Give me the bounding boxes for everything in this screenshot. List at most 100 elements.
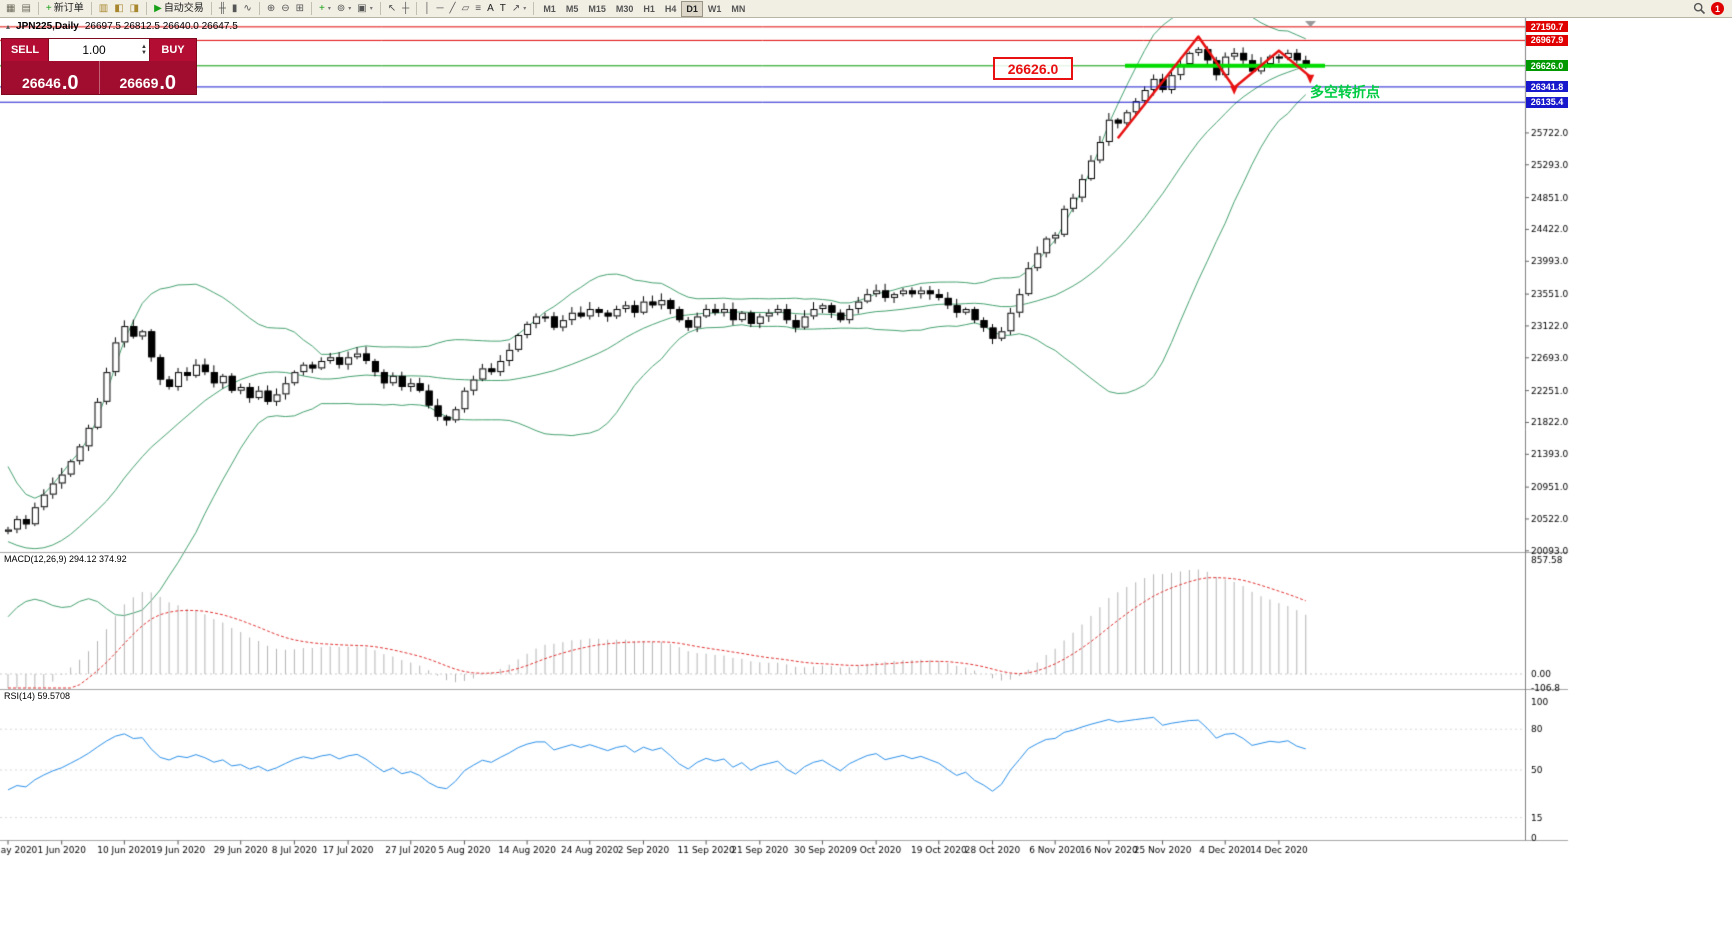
one-click-controls: SELL ▲ ▼ BUY — [2, 39, 196, 61]
chart-ohlc-values: 26697.5 26812.5 26640.0 26647.5 — [84, 21, 238, 32]
new-order-button[interactable]: + 新订单 — [43, 1, 87, 16]
toolbar-right-cluster: 1 — [1693, 2, 1729, 15]
timeframe-m5-label: M5 — [565, 3, 579, 14]
periods-icon-caret: ▾ — [348, 6, 352, 12]
sell-price[interactable]: 26646.0 — [2, 61, 99, 94]
timeframe-m5[interactable]: M5 — [561, 1, 584, 17]
timeframe-h1-label: H1 — [643, 3, 655, 14]
chart-profiles-icon[interactable]: ▤ — [18, 1, 33, 16]
toolbar: ▦ ▤ + 新订单 ▥ ◧ ◨ ▶ 自动交易 ╫ ▮ ∿ ⊕ ⊖ ⊞ + ▾ ⊚ ▾ ▣ ▾ ↖ ┼ │ ─ ╱ ▱ ≡ A T ↗ ▾ M1 M… — [0, 0, 1732, 18]
tile-windows-icon-glyph: ⊞ — [295, 3, 304, 14]
toolbar-separator — [533, 2, 535, 15]
text-icon[interactable]: A — [484, 1, 497, 16]
zoom-out-icon-glyph: ⊖ — [281, 3, 290, 14]
timeframe-d1-label: D1 — [686, 3, 698, 14]
toolbar-groups: ▦ ▤ + 新订单 ▥ ◧ ◨ ▶ 自动交易 ╫ ▮ ∿ ⊕ ⊖ ⊞ + ▾ ⊚ ▾ ▣ ▾ ↖ ┼ │ ─ ╱ ▱ ≡ A T ↗ ▾ M1 M… — [3, 0, 750, 17]
timeframe-m15-label: M15 — [588, 3, 606, 14]
toolbar-separator — [416, 2, 418, 15]
timeframe-m1[interactable]: M1 — [538, 1, 561, 17]
periods-icon[interactable]: ⊚ ▾ — [334, 1, 354, 16]
tile-windows-icon[interactable]: ⊞ — [293, 1, 307, 16]
toolbar-separator — [90, 2, 92, 15]
volume-increase-button[interactable]: ▲ — [141, 44, 147, 50]
notification-badge[interactable]: 1 — [1711, 2, 1724, 15]
autotrading-button[interactable]: ▶ 自动交易 — [151, 1, 207, 16]
new-order-button-label: 新订单 — [53, 3, 84, 14]
vertical-line-icon-glyph: │ — [424, 3, 431, 14]
macd-indicator-label: MACD(12,26,9) 294.12 374.92 — [4, 554, 127, 564]
one-click-trading-panel: SELL ▲ ▼ BUY 26646.0 26669.0 — [1, 38, 197, 95]
bar-chart-icon-glyph: ╫ — [218, 3, 226, 14]
channel-icon-glyph: ▱ — [461, 3, 470, 14]
price-tag: 26626.0 — [1526, 60, 1568, 72]
timeframe-h4[interactable]: H4 — [660, 1, 682, 17]
market-watch-icon-glyph: ▥ — [98, 3, 109, 14]
indicators-icon-glyph: + — [318, 3, 325, 14]
horizontal-line-icon[interactable]: ─ — [433, 1, 446, 16]
templates-icon-caret: ▾ — [369, 6, 373, 12]
sell-button[interactable]: SELL — [2, 39, 48, 61]
cursor-icon[interactable]: ↖ — [385, 1, 399, 16]
one-click-toggle-icon[interactable]: ▴ — [6, 22, 11, 31]
volume-decrease-button[interactable]: ▼ — [141, 50, 147, 56]
fibonacci-icon-glyph: ≡ — [475, 3, 482, 14]
price-callout[interactable]: 26626.0 — [993, 57, 1073, 80]
chart-profiles-icon-glyph: ▤ — [21, 3, 31, 14]
data-window-icon-glyph: ◧ — [114, 3, 124, 14]
new-chart-icon-glyph: ▦ — [6, 3, 16, 14]
arrow-tools-icon-glyph: ↗ — [511, 3, 521, 14]
navigator-icon-glyph: ◨ — [129, 3, 140, 14]
buy-price-main: 26669 — [119, 75, 159, 91]
price-tag: 26135.4 — [1526, 96, 1568, 108]
label-icon[interactable]: T — [497, 1, 509, 16]
vertical-line-icon[interactable]: │ — [421, 1, 433, 16]
price-tag: 27150.7 — [1526, 21, 1568, 33]
timeframe-mn-label: MN — [731, 3, 746, 14]
rsi-indicator-label: RSI(14) 59.5708 — [4, 691, 71, 701]
timeframe-w1-label: W1 — [707, 3, 722, 14]
candlestick-chart-icon[interactable]: ▮ — [229, 1, 241, 16]
timeframe-m30[interactable]: M30 — [611, 1, 639, 17]
zoom-in-icon-glyph: ⊕ — [266, 3, 276, 14]
volume-input[interactable] — [49, 42, 140, 58]
arrow-tools-icon-caret: ▾ — [523, 6, 527, 12]
toolbar-separator — [379, 2, 381, 15]
toolbar-separator — [37, 2, 39, 15]
periods-icon-glyph: ⊚ — [336, 3, 346, 14]
templates-icon[interactable]: ▣ ▾ — [354, 1, 375, 16]
navigator-icon[interactable]: ◨ — [127, 1, 142, 16]
buy-button[interactable]: BUY — [150, 39, 196, 61]
trendline-icon[interactable]: ╱ — [447, 1, 459, 16]
timeframe-mn[interactable]: MN — [726, 1, 750, 17]
buy-price[interactable]: 26669.0 — [98, 61, 197, 94]
market-watch-icon[interactable]: ▥ — [96, 1, 111, 16]
crosshair-icon[interactable]: ┼ — [399, 1, 412, 16]
timeframe-d1[interactable]: D1 — [681, 0, 703, 17]
search-icon[interactable] — [1693, 2, 1706, 15]
text-icon-label: A — [487, 3, 494, 14]
toolbar-separator — [210, 2, 212, 15]
arrow-tools-icon[interactable]: ↗ ▾ — [509, 1, 529, 16]
volume-field-wrap: ▲ ▼ — [48, 39, 150, 61]
new-order-button-glyph: + — [45, 3, 52, 14]
new-chart-icon[interactable]: ▦ — [3, 1, 18, 16]
zoom-in-icon[interactable]: ⊕ — [264, 1, 278, 16]
timeframe-m1-label: M1 — [543, 3, 556, 14]
indicators-icon[interactable]: + ▾ — [316, 1, 334, 16]
timeframe-h4-label: H4 — [664, 3, 677, 14]
timeframe-m15[interactable]: M15 — [583, 1, 611, 17]
one-click-prices: 26646.0 26669.0 — [2, 61, 196, 94]
buy-price-frac: .0 — [159, 72, 177, 94]
timeframe-w1[interactable]: W1 — [703, 1, 727, 17]
channel-icon[interactable]: ▱ — [459, 1, 473, 16]
zoom-out-icon[interactable]: ⊖ — [278, 1, 292, 16]
fibonacci-icon[interactable]: ≡ — [472, 1, 484, 16]
line-chart-icon[interactable]: ∿ — [240, 1, 254, 16]
cursor-icon-glyph: ↖ — [387, 3, 397, 14]
data-window-icon[interactable]: ◧ — [111, 1, 126, 16]
turning-point-label[interactable]: 多空转折点 — [1310, 84, 1380, 100]
timeframe-h1[interactable]: H1 — [638, 1, 660, 17]
chart-symbol-period: JPN225,Daily — [16, 21, 79, 32]
bar-chart-icon[interactable]: ╫ — [216, 1, 229, 16]
